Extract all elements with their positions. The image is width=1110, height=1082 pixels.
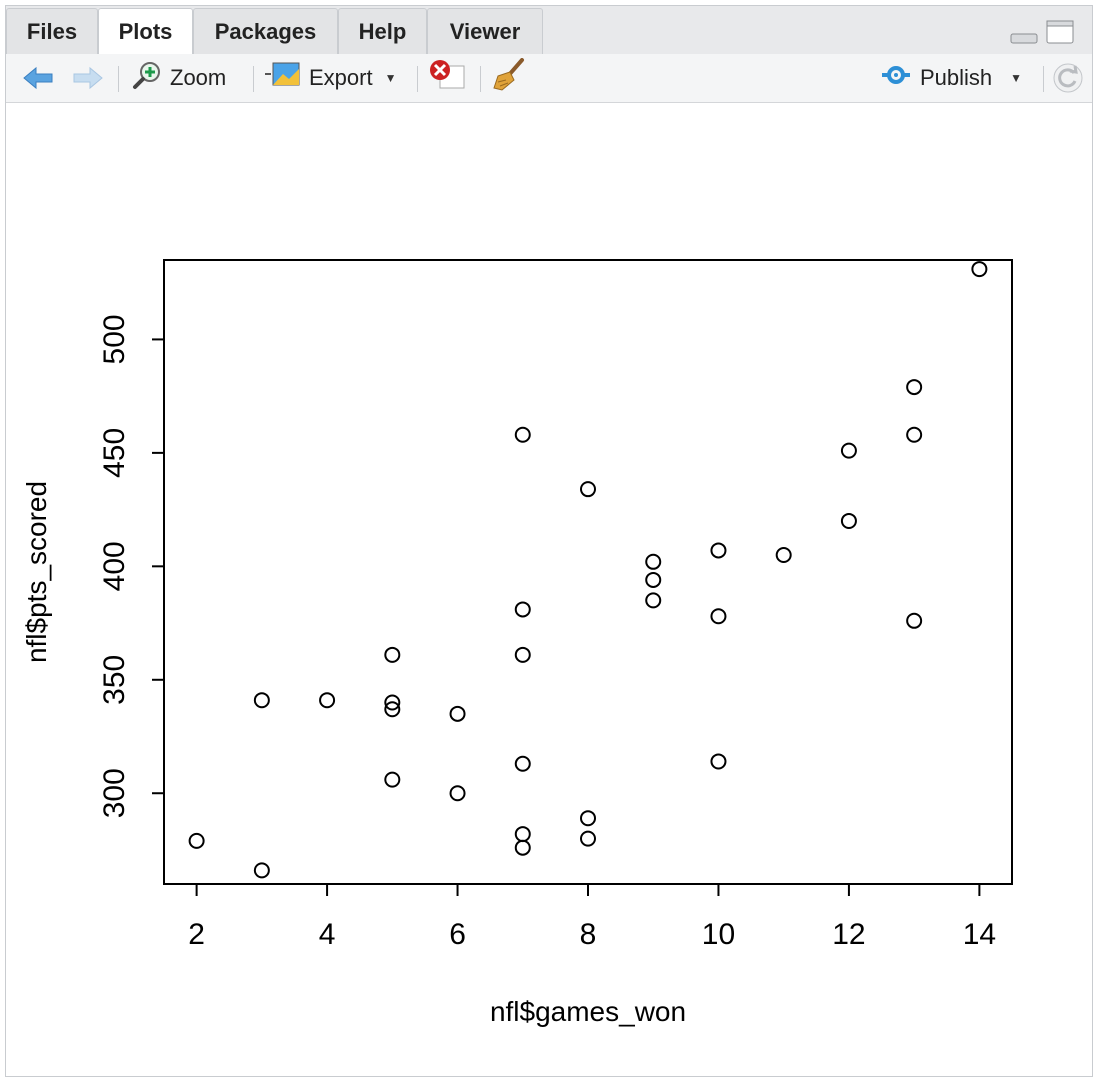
tab-label: Files (26, 18, 78, 44)
data-point (514, 646, 531, 663)
publish-label: Publish (920, 65, 993, 90)
data-point (514, 601, 531, 618)
y-tick-label: 400 (98, 541, 131, 591)
x-tick-label: 14 (963, 918, 996, 951)
plots-pane: Files Plots Packages Help Viewer Zoom (5, 5, 1093, 1077)
x-tick-label: 6 (449, 918, 466, 951)
clear-all-button[interactable] (492, 54, 526, 102)
data-point (253, 692, 270, 709)
remove-plot-icon (428, 60, 468, 96)
data-point (971, 261, 988, 278)
x-axis: 2 4 6 8 10 12 14 (188, 883, 996, 951)
export-image-icon (265, 61, 301, 95)
y-axis-label: nfl$pts_scored (21, 481, 52, 663)
data-point (645, 553, 662, 570)
publish-button[interactable]: Publish ▼ (880, 54, 1022, 102)
data-point (906, 379, 923, 396)
tab-label: Help (358, 18, 407, 44)
x-tick-label: 4 (319, 918, 336, 951)
data-point (384, 646, 401, 663)
data-point (514, 826, 531, 843)
maximize-icon[interactable] (1046, 20, 1074, 49)
tab-files[interactable]: Files (6, 8, 98, 54)
dropdown-caret-icon: ▼ (1010, 71, 1023, 85)
data-point (319, 692, 336, 709)
scatter-plot: 2 4 6 8 10 12 14 300 350 400 450 500 nfl$games_won… (21, 259, 1013, 1027)
minimize-icon[interactable] (1010, 30, 1038, 49)
data-point (514, 839, 531, 856)
data-point (514, 755, 531, 772)
data-point (449, 705, 466, 722)
data-point (775, 546, 792, 563)
plot-frame (163, 259, 1013, 885)
data-point (384, 694, 401, 711)
y-tick-label: 350 (98, 655, 131, 705)
forward-arrow-icon[interactable] (72, 54, 104, 102)
data-point (645, 571, 662, 588)
export-label: Export (309, 65, 373, 90)
data-point (580, 830, 596, 847)
zoom-button[interactable]: Zoom (132, 54, 226, 102)
tab-label: Viewer (449, 18, 521, 44)
data-point (710, 753, 727, 770)
tab-help[interactable]: Help (338, 8, 427, 54)
data-point (253, 862, 270, 879)
data-point (906, 612, 923, 629)
data-point (645, 592, 662, 609)
x-tick-label: 2 (188, 918, 205, 951)
tab-bar: Files Plots Packages Help Viewer (6, 6, 1092, 55)
data-point (840, 512, 857, 529)
data-point (580, 481, 596, 498)
x-tick-label: 12 (832, 918, 865, 951)
data-point (710, 608, 727, 625)
plot-toolbar: Zoom Export ▼ Publish ▼ (6, 54, 1092, 103)
tab-plots[interactable]: Plots (98, 8, 193, 55)
data-point (840, 442, 857, 459)
tab-packages[interactable]: Packages (193, 8, 338, 54)
data-point (580, 810, 596, 827)
export-button[interactable]: Export ▼ (265, 54, 396, 102)
x-axis-label: nfl$games_won (490, 996, 686, 1027)
data-point (906, 426, 923, 443)
refresh-icon[interactable] (1052, 54, 1084, 102)
y-tick-label: 450 (98, 428, 131, 478)
data-point (384, 771, 401, 788)
back-arrow-icon[interactable] (22, 54, 54, 102)
plot-area: 2 4 6 8 10 12 14 300 350 400 450 500 nfl$games_won… (6, 103, 1092, 1076)
broom-icon (492, 58, 526, 98)
data-point (710, 542, 727, 559)
tab-label: Packages (214, 18, 317, 44)
data-point (449, 785, 466, 802)
dropdown-caret-icon: ▼ (384, 71, 397, 85)
data-point (384, 701, 401, 718)
zoom-icon (132, 60, 162, 96)
data-point (514, 426, 531, 443)
x-tick-label: 10 (702, 918, 735, 951)
zoom-label: Zoom (170, 65, 227, 90)
tab-label: Plots (118, 19, 173, 44)
data-points (188, 261, 988, 879)
tab-viewer[interactable]: Viewer (427, 8, 543, 54)
x-tick-label: 8 (580, 918, 597, 951)
y-tick-label: 500 (98, 314, 131, 364)
data-point (188, 832, 205, 849)
remove-plot-button[interactable] (428, 54, 468, 102)
y-axis: 300 350 400 450 500 (98, 314, 165, 818)
y-tick-label: 300 (98, 768, 131, 818)
publish-icon (880, 63, 912, 93)
